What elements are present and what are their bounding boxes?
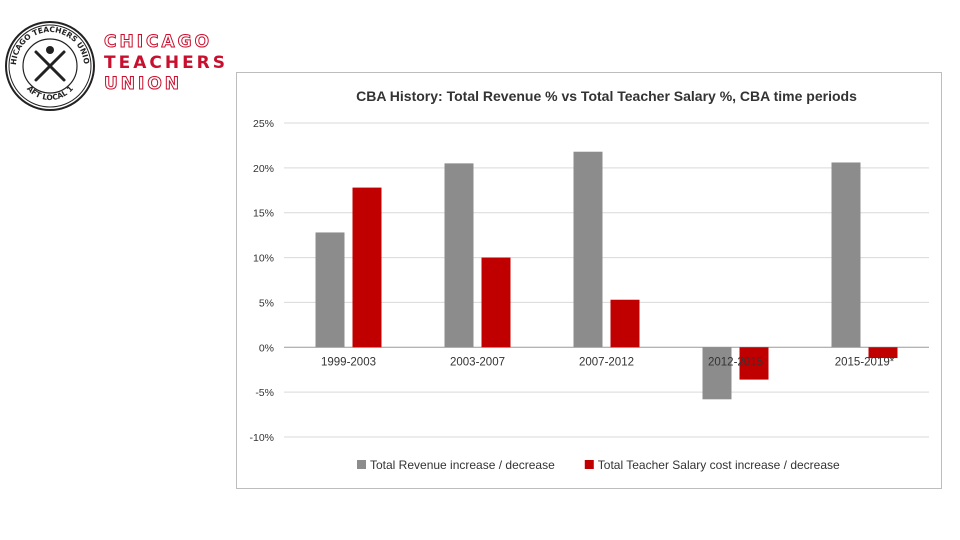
legend-label: Total Teacher Salary cost increase / dec… [598,458,840,472]
svg-text:CHICAGO TEACHERS UNION: CHICAGO TEACHERS UNION [4,20,91,65]
union-seal-icon: CHICAGO TEACHERS UNION AFT LOCAL 1 [4,20,95,111]
x-tick-label: 1999-2003 [321,356,376,368]
bar-revenue [831,162,861,348]
y-tick-label: 0% [259,342,274,354]
x-tick-label: 2012-2015 [708,356,763,368]
y-tick-label: -10% [249,432,274,444]
bar-revenue [702,347,732,400]
seal-text-top: CHICAGO TEACHERS UNION [4,20,91,65]
y-tick-label: 25% [253,118,274,130]
seal-text-bottom: AFT LOCAL 1 [25,84,75,102]
x-tick-label: 2003-2007 [450,356,505,368]
y-tick-label: 15% [253,208,274,220]
wordmark: CHICAGO TEACHERS UNION [103,32,229,95]
bar-salary [481,257,511,348]
y-tick-label: -5% [255,387,274,399]
legend-swatch [584,460,594,469]
chart-title: CBA History: Total Revenue % vs Total Te… [356,88,857,104]
y-tick-label: 5% [259,297,274,309]
wordmark-line-3: UNION [103,74,183,95]
wordmark-line-2: TEACHERS [104,53,229,73]
x-tick-label: 2007-2012 [579,356,634,368]
bar-revenue [444,163,474,348]
y-tick-label: 20% [253,163,274,175]
legend-label: Total Revenue increase / decrease [370,458,555,472]
bar-salary [610,299,640,348]
bar-chart: CBA History: Total Revenue % vs Total Te… [249,88,929,472]
legend-swatch [357,460,366,469]
y-tick-label: 10% [253,253,274,265]
chart-container: CBA History: Total Revenue % vs Total Te… [236,72,942,489]
wordmark-line-1: CHICAGO [103,32,213,53]
bar-salary [739,347,769,380]
bar-revenue [573,151,603,348]
bar-salary [868,347,898,359]
chicago-teachers-union-logo: CHICAGO TEACHERS UNION AFT LOCAL 1 CHICA… [4,20,234,120]
bar-revenue [315,232,345,348]
x-tick-label: 2015-2019* [835,356,895,368]
svg-text:AFT LOCAL 1: AFT LOCAL 1 [25,84,75,102]
bar-salary [352,187,382,348]
